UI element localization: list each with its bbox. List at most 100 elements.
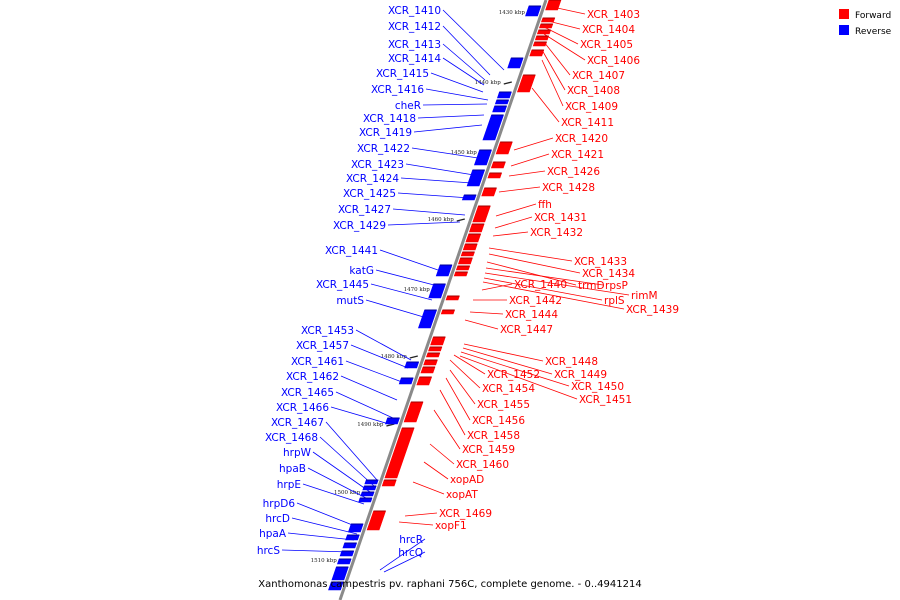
forward-gene-label: XCR_1428 xyxy=(542,182,595,194)
forward-leader-line xyxy=(481,283,513,291)
forward-gene-block xyxy=(462,243,478,251)
tick-label: 1470 kbp xyxy=(404,287,431,293)
reverse-gene-label: XCR_1414 xyxy=(388,53,441,65)
forward-gene-block xyxy=(468,223,485,233)
forward-gene-block xyxy=(420,366,436,374)
reverse-gene-label: XCR_1465 xyxy=(281,387,334,399)
reverse-leader-line xyxy=(405,163,475,176)
forward-leader-line xyxy=(498,186,541,193)
forward-leader-line xyxy=(423,461,449,480)
forward-leader-line xyxy=(513,137,554,151)
forward-gene-label: XCR_1452 xyxy=(487,369,540,381)
reverse-leader-line xyxy=(335,391,394,419)
reverse-leader-line xyxy=(383,551,426,573)
reverse-leader-line xyxy=(345,360,403,383)
reverse-gene-block xyxy=(358,497,373,503)
legend-forward-swatch xyxy=(839,9,849,19)
forward-gene-block xyxy=(495,141,513,155)
forward-gene-label: XCR_1408 xyxy=(567,85,620,97)
forward-gene-label: ffh xyxy=(538,199,552,211)
reverse-gene-label: mutS xyxy=(336,295,364,307)
forward-gene-label: XCR_1405 xyxy=(580,39,633,51)
reverse-gene-label: XCR_1419 xyxy=(359,127,412,139)
forward-gene-block xyxy=(465,233,482,243)
forward-gene-block xyxy=(416,376,433,386)
forward-leader-line xyxy=(541,59,564,107)
reverse-gene-label: XCR_1462 xyxy=(286,371,339,383)
forward-leader-line xyxy=(439,389,466,436)
forward-leader-line xyxy=(429,443,455,465)
forward-gene-block xyxy=(536,29,552,35)
reverse-gene-label: XCR_1424 xyxy=(346,173,399,185)
reverse-leader-line xyxy=(325,421,378,481)
reverse-gene-label: XCR_1410 xyxy=(388,5,441,17)
reverse-leader-line xyxy=(442,43,486,81)
legend-forward-label: Forward xyxy=(855,11,891,21)
forward-leader-line xyxy=(462,347,553,375)
reverse-leader-line xyxy=(375,269,435,286)
reverse-gene-label: XCR_1441 xyxy=(325,245,378,257)
forward-leader-line xyxy=(464,319,499,330)
reverse-gene-block xyxy=(494,99,510,105)
forward-gene-label: XCR_1409 xyxy=(565,101,618,113)
forward-gene-label: rimM xyxy=(631,290,658,302)
forward-gene-block xyxy=(534,35,550,41)
reverse-gene-label: XCR_1457 xyxy=(296,340,349,352)
reverse-leader-line xyxy=(330,406,390,425)
reverse-gene-label: hpaA xyxy=(259,528,287,540)
forward-leader-line xyxy=(531,87,560,123)
tick-label: 1460 kbp xyxy=(428,217,455,223)
reverse-gene-label: hrcR xyxy=(399,534,423,546)
forward-gene-block xyxy=(529,49,545,57)
legend-reverse-swatch xyxy=(839,25,849,35)
forward-leader-line xyxy=(543,33,586,61)
tick-label: 1500 kbp xyxy=(334,490,361,496)
forward-leader-line xyxy=(543,41,571,76)
forward-gene-block xyxy=(490,161,506,169)
reverse-leader-line xyxy=(307,467,367,499)
forward-leader-line xyxy=(404,512,438,517)
forward-leader-line xyxy=(494,216,533,229)
tick-mark xyxy=(456,218,465,222)
reverse-leader-line xyxy=(287,532,355,541)
forward-gene-block xyxy=(481,187,497,197)
reverse-gene-block xyxy=(345,534,360,541)
forward-gene-block xyxy=(532,41,548,47)
reverse-gene-label: XCR_1466 xyxy=(276,402,329,414)
forward-gene-label: XCR_1403 xyxy=(587,9,640,21)
forward-gene-label: XCR_1450 xyxy=(571,381,624,393)
reverse-leader-line xyxy=(319,436,375,487)
reverse-leader-line xyxy=(442,57,485,86)
reverse-leader-line xyxy=(411,147,479,159)
forward-gene-label: XCR_1459 xyxy=(462,444,515,456)
forward-gene-label: XCR_1444 xyxy=(505,309,558,321)
tick-mark xyxy=(386,423,395,427)
forward-gene-label: XCR_1455 xyxy=(477,399,530,411)
forward-gene-label: XCR_1433 xyxy=(574,256,627,268)
forward-leader-line xyxy=(412,481,445,495)
forward-gene-label: XCR_1432 xyxy=(530,227,583,239)
reverse-gene-label: hrpD6 xyxy=(263,498,296,510)
forward-gene-block xyxy=(425,352,441,358)
reverse-gene-block xyxy=(496,91,512,99)
legend-reverse-label: Reverse xyxy=(855,27,892,37)
forward-gene-block xyxy=(457,257,473,265)
reverse-leader-line xyxy=(365,299,428,319)
tick-mark xyxy=(503,81,512,85)
reverse-gene-label: XCR_1429 xyxy=(333,220,386,232)
reverse-gene-label: XCR_1467 xyxy=(271,417,324,429)
forward-leader-line xyxy=(483,277,603,301)
reverse-gene-label: XCR_1412 xyxy=(388,21,441,33)
forward-leader-line xyxy=(510,153,550,167)
reverse-gene-label: XCR_1468 xyxy=(265,432,318,444)
forward-gene-block xyxy=(381,479,397,487)
forward-gene-label: XCR_1407 xyxy=(572,70,625,82)
reverse-gene-label: XCR_1445 xyxy=(316,279,369,291)
reverse-gene-label: hrcS xyxy=(257,545,281,557)
reverse-leader-line xyxy=(397,192,471,199)
legend: Forward Reverse xyxy=(839,9,892,37)
reverse-gene-label: XCR_1415 xyxy=(376,68,429,80)
reverse-leader-line xyxy=(281,549,351,553)
reverse-gene-label: katG xyxy=(349,265,374,277)
forward-leader-line xyxy=(488,253,581,274)
